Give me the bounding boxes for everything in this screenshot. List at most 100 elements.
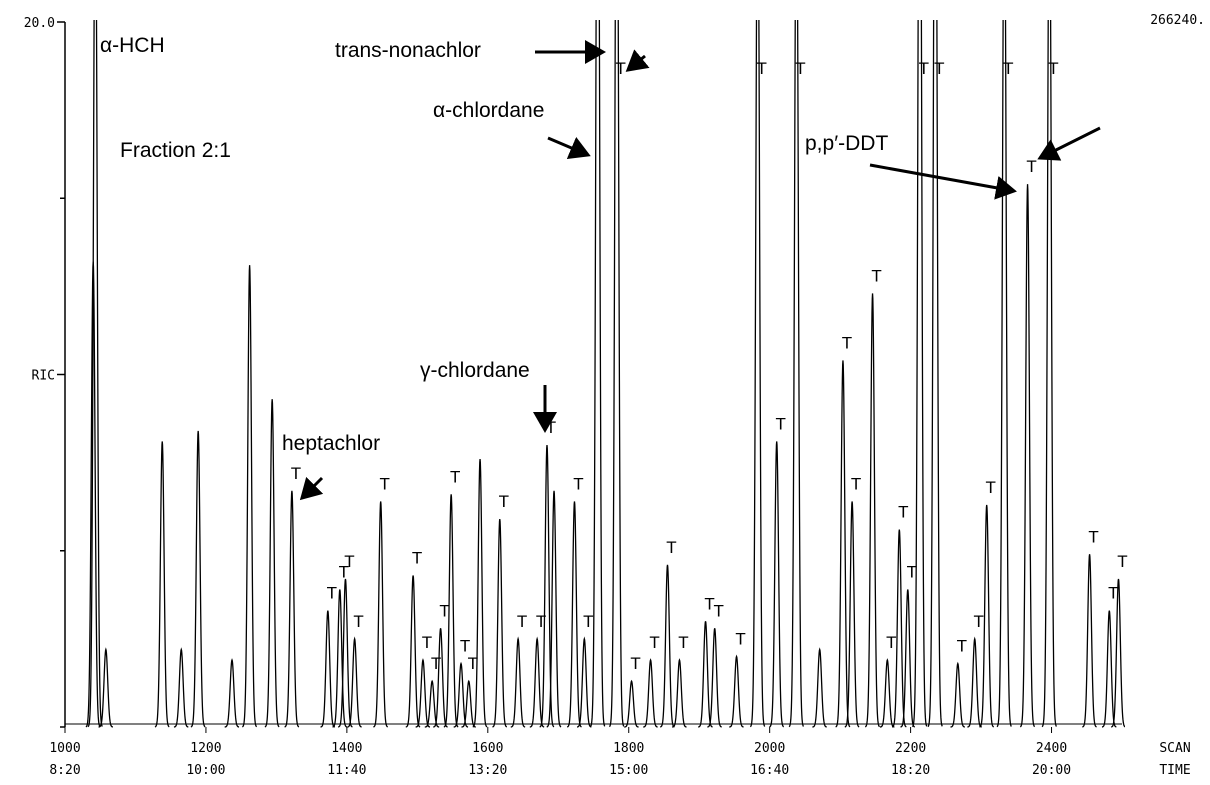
peak-label: T [898, 503, 908, 522]
peak [510, 636, 526, 728]
peak-label: T [439, 601, 449, 620]
peak [660, 564, 675, 728]
peak [1041, 20, 1058, 728]
x-tick-label: 1800 [613, 741, 644, 756]
peak [1019, 184, 1036, 728]
peak-label: T [735, 630, 745, 649]
peak [284, 490, 300, 728]
peak-label: T [957, 637, 967, 656]
peak [788, 20, 805, 728]
scale-label: 266240. [1150, 13, 1205, 28]
y-tick-label: RIC [32, 369, 55, 384]
peak-label: T [327, 584, 337, 603]
x-tick-label: 1200 [190, 741, 221, 756]
peak-label: T [546, 418, 556, 437]
peak-label: T [1088, 527, 1098, 546]
annotation: p,p′-DDT [805, 132, 888, 155]
peak [672, 658, 687, 728]
peak [405, 575, 421, 728]
peak [443, 494, 459, 728]
peak-label: T [583, 612, 593, 631]
peak-label: T [756, 59, 766, 78]
x-tick-label: 1600 [472, 741, 503, 756]
peak [643, 658, 658, 728]
peak [911, 20, 928, 728]
peak [927, 20, 943, 728]
x-tick-time: 8:20 [49, 763, 80, 778]
peak-label: T [450, 467, 460, 486]
arrow [869, 163, 1017, 200]
peak-label: T [666, 538, 676, 557]
peak [589, 20, 606, 728]
peak-label: T [1117, 552, 1127, 571]
peak-label: T [460, 637, 470, 656]
peak-label: T [714, 601, 724, 620]
peak-label: T [536, 612, 546, 631]
x-tick-time: 16:40 [750, 763, 789, 778]
arrow [625, 49, 650, 72]
x-tick-label: 2400 [1036, 741, 1067, 756]
peak [87, 20, 103, 728]
x-tick-time: 13:20 [468, 763, 507, 778]
peak-label: T [704, 594, 714, 613]
peak [546, 490, 562, 728]
arrow [547, 136, 591, 160]
peak [624, 679, 639, 728]
peak-label: T [795, 59, 805, 78]
peak-label: T [934, 59, 944, 78]
peak [190, 430, 206, 728]
peak [154, 441, 170, 728]
peak-label: T [986, 478, 996, 497]
x2-axis-label: TIME [1159, 763, 1190, 778]
peak [264, 399, 280, 728]
x-tick-label: 1000 [49, 741, 80, 756]
peak-label: T [919, 59, 929, 78]
peak [835, 360, 851, 728]
peak-label: T [616, 59, 626, 78]
peak [749, 20, 766, 728]
peak-label: T [573, 474, 583, 493]
peak-label: T [499, 492, 509, 511]
peak [576, 636, 592, 728]
peak-label: T [353, 612, 363, 631]
peak-label: T [1026, 157, 1036, 176]
peak-label: T [842, 333, 852, 352]
peak-label: T [344, 552, 354, 571]
peak-label: T [974, 612, 984, 631]
x-tick-time: 18:20 [891, 763, 930, 778]
peak [461, 679, 476, 728]
peak-label: T [339, 563, 349, 582]
peak-label: T [412, 548, 422, 567]
peak-label: T [517, 612, 527, 631]
peak-label: T [1108, 584, 1118, 603]
x-tick-time: 11:40 [327, 763, 366, 778]
peak [967, 636, 982, 728]
x-tick-time: 20:00 [1032, 763, 1071, 778]
peak [424, 679, 440, 728]
arrow [1037, 126, 1101, 161]
peak [996, 20, 1012, 728]
peak-label: T [1048, 59, 1058, 78]
annotation: α-HCH [100, 34, 165, 57]
peak [812, 647, 827, 728]
peak-label: T [630, 654, 640, 673]
peak [844, 501, 860, 728]
x-tick-time: 15:00 [609, 763, 648, 778]
x-tick-label: 1400 [331, 741, 362, 756]
peak-label: T [871, 266, 881, 285]
peak [539, 444, 555, 728]
peak-label: T [1003, 59, 1013, 78]
peak [864, 293, 880, 728]
peak [567, 501, 582, 728]
peak [173, 647, 189, 728]
annotation: trans-nonachlor [335, 39, 481, 62]
peak [608, 20, 625, 728]
peak-label: T [649, 633, 659, 652]
peak-label: T [431, 654, 441, 673]
peak-label: T [776, 414, 786, 433]
peak-label: T [907, 563, 917, 582]
peak [979, 504, 994, 728]
x-tick-time: 10:00 [186, 763, 225, 778]
peak-label: T [422, 633, 432, 652]
